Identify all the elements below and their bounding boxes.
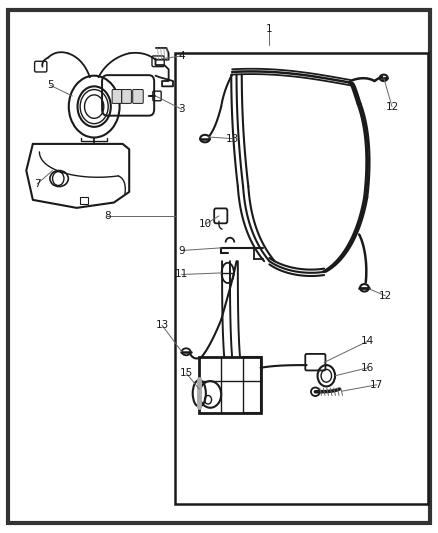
Text: 4: 4 [178,51,185,61]
Text: 3: 3 [178,104,185,114]
Text: 10: 10 [199,219,212,229]
Text: 9: 9 [178,246,185,255]
Text: 5: 5 [47,80,54,90]
Text: 11: 11 [175,270,188,279]
Text: 16: 16 [361,363,374,373]
Text: 13: 13 [226,134,239,143]
Text: 15: 15 [180,368,193,378]
Bar [199,357,261,413]
Text: 17: 17 [370,380,383,390]
Text: 8: 8 [104,211,111,221]
FancyBboxPatch shape [122,90,131,103]
Bar [175,53,428,504]
FancyBboxPatch shape [133,90,143,103]
Text: 12: 12 [379,291,392,301]
Text: 1: 1 [266,25,273,34]
Bar [80,197,88,204]
FancyBboxPatch shape [112,90,122,103]
Text: 14: 14 [361,336,374,346]
Text: 12: 12 [385,102,399,111]
Text: 7: 7 [34,179,41,189]
Text: 13: 13 [155,320,169,330]
